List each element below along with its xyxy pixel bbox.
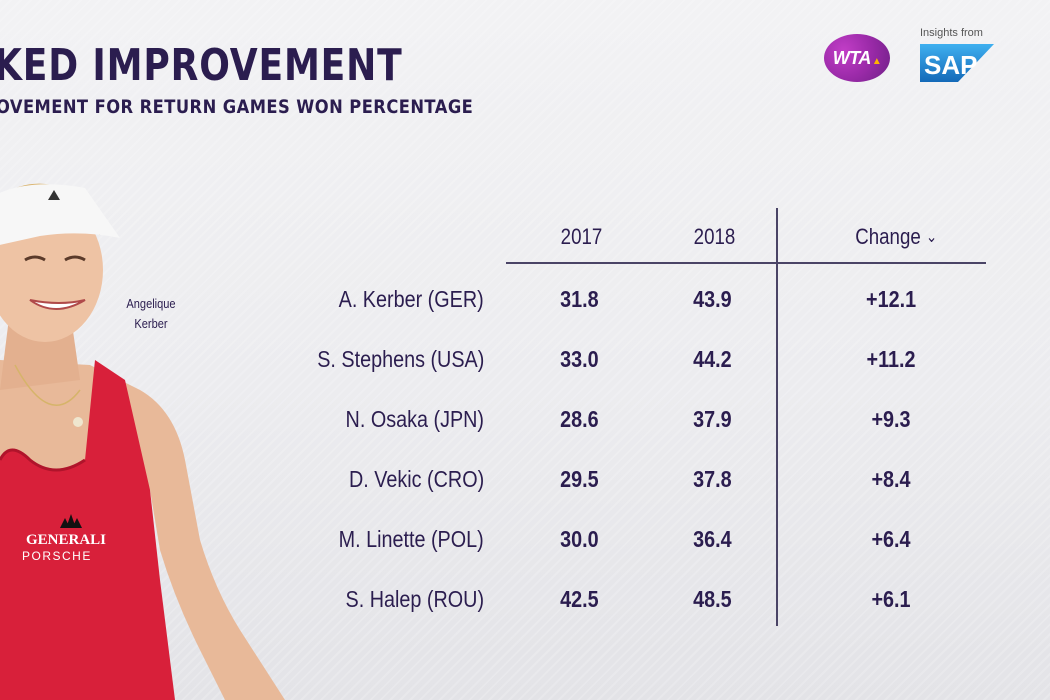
row-value-2017: 29.5 [560,466,599,492]
header-change[interactable]: Change ⌄ [855,224,937,250]
row-value-2017: 28.6 [560,406,599,432]
row-value-2017: 31.8 [560,286,599,312]
row-change: +12.1 [866,286,917,312]
player-label-last: Kerber [134,316,168,331]
column-divider [776,208,778,626]
table-row: N. Osaka (JPN) 28.6 37.9 +9.3 [0,406,1050,446]
wta-triangle-icon: ▲ [871,55,882,67]
player-label: Angelique Kerber [126,294,175,334]
sap-logo-text: SAP [924,50,977,80]
table-row: M. Linette (POL) 30.0 36.4 +6.4 [0,526,1050,566]
row-value-2018: 48.5 [693,586,732,612]
row-value-2018: 36.4 [693,526,732,552]
row-value-2018: 37.9 [693,406,732,432]
row-value-2017: 33.0 [560,346,599,372]
shirt-brand-porsche: PORSCHE [22,549,92,563]
page-subtitle: OVEMENT FOR RETURN GAMES WON PERCENTAGE [0,96,474,118]
row-value-2018: 43.9 [693,286,732,312]
header-change-label: Change [855,224,921,249]
row-player-name: M. Linette (POL) [338,526,484,552]
table-row: S. Stephens (USA) 33.0 44.2 +11.2 [0,346,1050,386]
player-photo: GENERALI PORSCHE [0,183,285,700]
row-player-name: S. Stephens (USA) [316,346,484,372]
chevron-down-icon[interactable]: ⌄ [925,229,938,246]
player-label-first: Angelique [126,296,176,311]
row-value-2018: 37.8 [693,466,732,492]
row-value-2017: 30.0 [560,526,599,552]
row-value-2017: 42.5 [560,586,599,612]
table-row: D. Vekic (CRO) 29.5 37.8 +8.4 [0,466,1050,506]
row-change: +6.4 [871,526,911,552]
sap-logo: SAP [920,44,994,82]
row-player-name: S. Halep (ROU) [345,586,484,612]
row-player-name: A. Kerber (GER) [338,286,484,312]
wta-logo: WTA ▲ [824,34,890,82]
row-value-2018: 44.2 [693,346,732,372]
table-row: S. Halep (ROU) 42.5 48.5 +6.1 [0,586,1050,626]
row-player-name: N. Osaka (JPN) [345,406,484,432]
row-change: +11.2 [866,346,916,372]
row-change: +9.3 [871,406,911,432]
row-change: +8.4 [871,466,911,492]
row-player-name: D. Vekic (CRO) [348,466,484,492]
table-row: A. Kerber (GER) 31.8 43.9 +12.1 [0,286,1050,326]
header-2017: 2017 [560,224,603,249]
shirt-brand-generali: GENERALI [26,532,106,548]
header-2018: 2018 [693,224,736,249]
sap-caption: Insights from [920,27,983,39]
header-divider [506,262,986,264]
row-change: +6.1 [871,586,911,612]
page-title: KED IMPROVEMENT [0,40,403,91]
wta-logo-text: WTA [832,47,872,68]
